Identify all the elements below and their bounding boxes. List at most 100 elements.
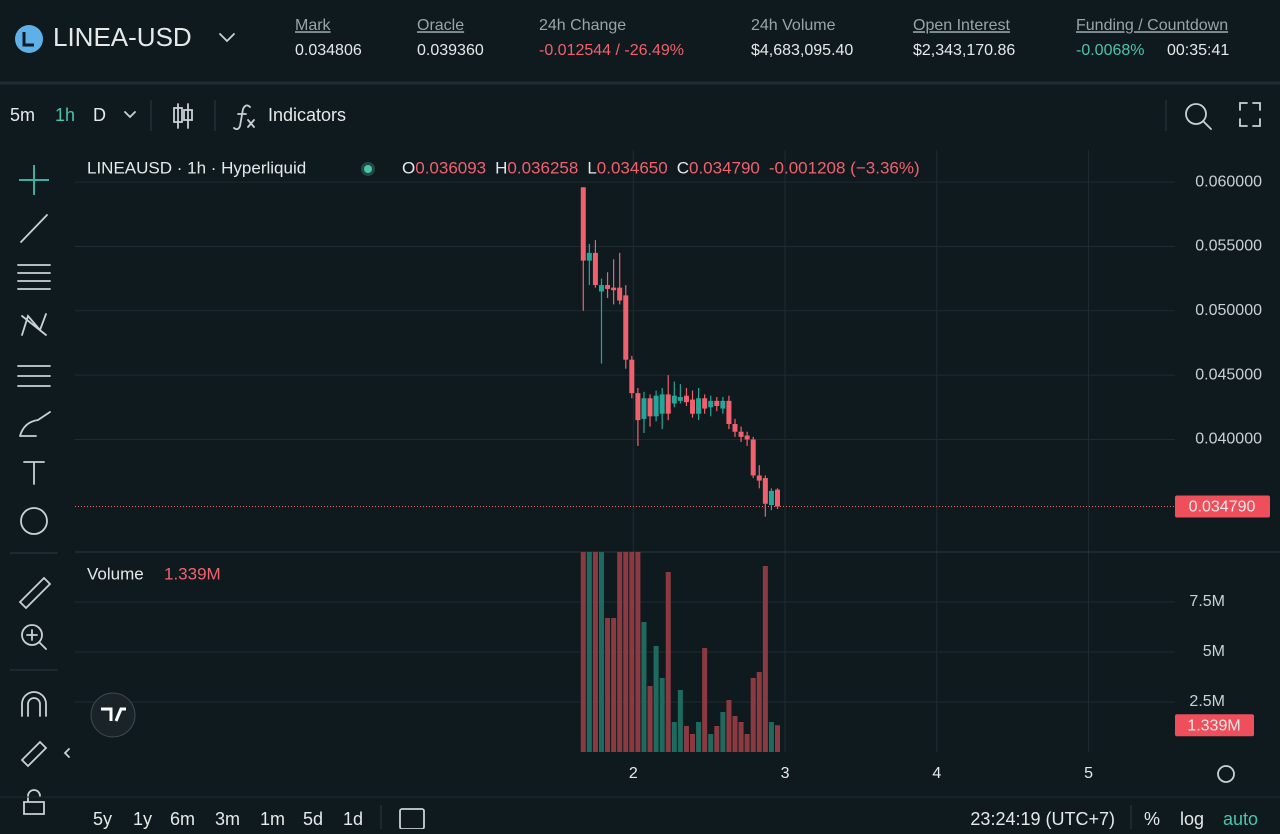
indicators-icon[interactable] [233,104,255,131]
collapse-toolbar[interactable] [63,748,70,758]
trend-line-tool[interactable] [20,214,48,243]
ohlc-key: H [495,158,507,177]
stat-label: Funding / Countdown [1076,17,1228,34]
volume-bar [647,686,653,752]
last-price-label: 0.034790 [1189,499,1256,516]
candle-body [677,396,683,401]
countdown: 00:35:41 [1167,42,1229,59]
interval-button[interactable]: 5m [10,105,35,125]
candle-body [617,287,623,301]
volume-bar [659,678,665,752]
candle-body [580,187,586,261]
volume-legend-label: Volume [87,564,144,583]
x-tick-label: 4 [932,765,941,782]
volume-bar [696,722,702,752]
x-tick-label: 5 [1084,765,1093,782]
volume-legend-value: 1.339M [164,564,221,583]
scale-option[interactable]: auto [1223,809,1258,829]
stat-value: 0.034806 [295,42,362,59]
range-button[interactable]: 3m [215,809,240,829]
candle-body [732,424,738,432]
indicators-button[interactable]: Indicators [268,105,346,125]
candle-body [586,252,592,261]
y-tick-label: 0.060000 [1195,173,1262,190]
alert-button[interactable] [1185,103,1212,130]
coin-logo [15,25,43,53]
tradingview-logo-mark [101,707,126,722]
volume-bar [683,726,689,752]
volume-tag [1175,714,1254,737]
volume-bar [586,552,592,752]
last-price-tag [1175,495,1270,518]
text-tool[interactable] [23,461,45,485]
candle-body [708,400,714,408]
lock-drawings-tool[interactable] [20,740,48,768]
candle-body [750,439,756,476]
interval-dropdown[interactable] [124,111,136,119]
coin-logo-mark [22,32,34,47]
header-bar [0,0,1280,82]
range-button[interactable]: 1d [343,809,363,829]
volume-bar [598,552,604,752]
symbol[interactable]: LINEA-USD [53,22,192,52]
volume-bar [750,678,756,752]
fib-tool[interactable] [17,264,51,290]
x-tick-label: 2 [629,765,638,782]
ruler-tool[interactable] [18,576,52,610]
projection-tool[interactable] [17,365,51,387]
x-tick-label: 3 [781,765,790,782]
stat-label: Oracle [417,17,464,34]
volume-bar [629,552,635,752]
ohlc-value: 0.034790 [689,158,760,177]
volume-bar [702,648,708,752]
stat-label: 24h Volume [751,17,836,34]
pattern-tool[interactable] [21,313,47,336]
range-button[interactable]: 1m [260,809,285,829]
volume-bar [653,646,659,752]
unlock-tool[interactable] [23,789,45,815]
candle-body [653,395,659,417]
symbol-dropdown[interactable] [219,33,235,43]
range-button[interactable]: 5y [93,809,112,829]
scale-option[interactable]: % [1144,809,1160,829]
zoom-tool[interactable] [21,624,47,650]
interval-button[interactable]: 1h [55,105,75,125]
settings-button[interactable] [1217,765,1235,783]
candle-body [598,285,604,292]
ohlc-key: O [402,158,415,177]
volume-bar [605,618,611,752]
interval-button[interactable]: D [93,105,106,125]
range-button[interactable]: 6m [170,809,195,829]
candle-body [623,295,629,360]
candle-body [635,393,641,421]
candle-body [702,398,708,409]
tradingview-logo[interactable] [90,692,136,738]
volume-bar [641,622,647,752]
ohlc-key: C [677,158,689,177]
crosshair-tool[interactable] [19,165,49,195]
candle-body [756,475,762,481]
brush-tool[interactable] [19,411,51,437]
stat-value: -0.012544 / -26.49% [539,42,684,59]
volume-bar [708,734,714,752]
y-tick-label: 0.045000 [1195,366,1262,383]
fullscreen-button[interactable] [1239,102,1261,127]
range-button[interactable]: 5d [303,809,323,829]
range-button[interactable]: 1y [133,809,152,829]
funding-rate: -0.0068% [1076,42,1145,59]
volume-bar [774,725,780,752]
candle-type-button[interactable] [173,103,193,129]
emoji-tool[interactable] [20,507,48,535]
magnet-tool[interactable] [21,691,47,717]
candle-body [647,398,653,417]
volume-tick-label: 7.5M [1189,593,1225,610]
ohlc-value: 0.036258 [507,158,578,177]
candle-body [611,287,617,291]
volume-bar [762,566,768,752]
scale-option[interactable]: log [1180,809,1204,829]
volume-bar [623,552,629,752]
candle-body [774,489,780,507]
y-tick-label: 0.050000 [1195,302,1262,319]
ohlc-value: 0.036093 [415,158,486,177]
candle-body [671,395,677,404]
